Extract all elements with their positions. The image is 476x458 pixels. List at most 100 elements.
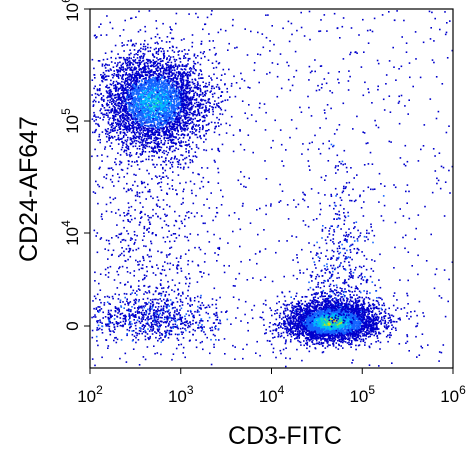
event-dot — [131, 137, 133, 140]
event-dot — [119, 87, 122, 89]
event-dot — [147, 121, 149, 124]
event-dot — [153, 80, 156, 83]
event-dot — [206, 85, 209, 88]
event-dot — [154, 108, 157, 111]
event-dot — [98, 60, 101, 62]
event-dot — [157, 76, 160, 79]
event-dot — [146, 124, 148, 127]
event-dot — [168, 98, 170, 100]
event-dot — [199, 90, 202, 93]
event-dot — [140, 111, 143, 113]
event-dot — [199, 119, 201, 121]
event-dot — [133, 60, 135, 63]
event-dot — [168, 118, 171, 121]
event-dot — [127, 64, 129, 67]
event-dot — [158, 72, 161, 75]
event-dot — [116, 93, 119, 96]
event-dot — [326, 304, 328, 307]
event-dot — [117, 102, 119, 105]
event-dot — [131, 127, 133, 129]
event-dot — [160, 97, 163, 100]
event-dot — [184, 57, 187, 59]
event-dot — [186, 91, 189, 93]
event-dot — [108, 118, 110, 121]
event-dot — [145, 71, 148, 74]
event-dot — [123, 108, 126, 111]
event-dot — [220, 108, 223, 111]
event-dot — [121, 100, 123, 103]
event-dot — [155, 100, 157, 102]
event-dot — [185, 150, 187, 153]
event-dot — [119, 108, 121, 111]
event-dot — [164, 111, 166, 114]
event-dot — [181, 133, 183, 136]
event-dot — [204, 111, 206, 113]
event-dot — [165, 133, 167, 135]
event-dot — [152, 112, 155, 115]
event-dot — [299, 324, 301, 326]
event-dot — [183, 108, 185, 110]
event-dot — [205, 132, 207, 135]
event-dot — [150, 134, 152, 136]
event-dot — [134, 145, 137, 147]
event-dot — [183, 92, 185, 94]
event-dot — [198, 114, 201, 117]
event-dot — [150, 125, 153, 128]
event-dot — [179, 142, 181, 144]
event-dot — [122, 102, 124, 104]
event-dot — [134, 109, 137, 112]
event-dot — [124, 118, 127, 120]
event-dot — [198, 95, 200, 98]
event-dot — [187, 84, 190, 86]
event-dot — [181, 127, 183, 129]
event-dot — [162, 160, 164, 163]
event-dot — [146, 119, 148, 121]
event-dot — [213, 47, 216, 49]
event-dot — [149, 121, 152, 123]
event-dot — [127, 93, 129, 95]
event-dot — [153, 137, 156, 139]
event-dot — [124, 117, 126, 120]
event-dot — [185, 144, 188, 146]
event-dot — [130, 52, 132, 55]
event-dot — [183, 68, 186, 70]
event-dot — [117, 123, 120, 125]
event-dot — [169, 71, 172, 73]
event-dot — [177, 75, 179, 78]
event-dot — [101, 131, 104, 133]
event-dot — [210, 121, 213, 124]
event-dot — [143, 144, 145, 146]
event-dot — [128, 75, 130, 78]
event-dot — [125, 152, 128, 155]
event-dot — [116, 123, 118, 125]
event-dot — [168, 109, 171, 111]
event-dot — [105, 130, 108, 133]
event-dot — [181, 93, 184, 96]
event-dot — [174, 81, 176, 84]
event-dot — [112, 98, 114, 101]
event-dot — [196, 87, 199, 90]
event-dot — [200, 73, 203, 76]
event-dot — [188, 113, 191, 116]
event-dot — [163, 80, 166, 82]
event-dot — [188, 74, 191, 77]
event-dot — [170, 157, 173, 159]
event-dot — [158, 121, 161, 124]
event-dot — [155, 111, 158, 113]
event-dot — [310, 305, 313, 308]
event-dot — [156, 57, 158, 59]
event-dot — [140, 55, 143, 57]
event-dot — [327, 306, 330, 308]
event-dot — [208, 122, 210, 125]
event-dot — [184, 74, 187, 77]
event-dot — [191, 127, 193, 129]
event-dot — [156, 99, 159, 101]
event-dot — [137, 104, 140, 107]
event-dot — [178, 64, 180, 66]
event-dot — [115, 96, 117, 99]
event-dot — [399, 317, 401, 319]
event-dot — [170, 99, 172, 101]
event-dot — [154, 115, 157, 118]
event-dot — [153, 77, 156, 80]
event-dot — [204, 94, 206, 97]
